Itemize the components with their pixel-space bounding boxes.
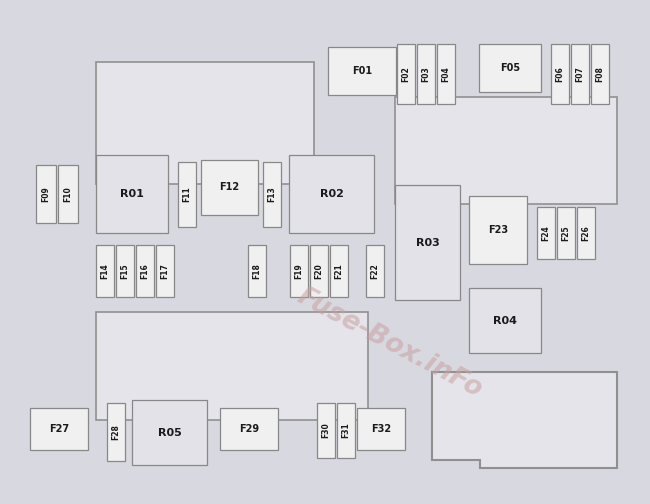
Bar: [107, 403, 125, 461]
Text: F02: F02: [402, 66, 411, 82]
Text: F12: F12: [220, 182, 240, 193]
Bar: [395, 185, 460, 300]
Text: F03: F03: [421, 66, 430, 82]
Bar: [366, 245, 384, 297]
Polygon shape: [432, 372, 617, 468]
Bar: [397, 44, 415, 104]
Text: R02: R02: [320, 189, 343, 199]
Text: F09: F09: [42, 186, 51, 202]
Bar: [96, 155, 168, 233]
Text: F15: F15: [120, 263, 129, 279]
Text: R01: R01: [120, 189, 144, 199]
Bar: [479, 44, 541, 92]
Text: F10: F10: [64, 186, 73, 202]
Text: F25: F25: [562, 225, 571, 241]
Text: F19: F19: [294, 263, 304, 279]
Text: F08: F08: [595, 66, 604, 82]
Text: F21: F21: [335, 263, 343, 279]
Bar: [328, 47, 396, 95]
Bar: [577, 207, 595, 259]
Bar: [557, 207, 575, 259]
Bar: [289, 155, 374, 233]
Bar: [220, 408, 278, 450]
Text: F17: F17: [161, 263, 170, 279]
Bar: [96, 312, 368, 420]
Bar: [337, 403, 355, 458]
Bar: [357, 408, 405, 450]
Text: F23: F23: [488, 225, 508, 235]
Text: F24: F24: [541, 225, 551, 241]
Bar: [417, 44, 435, 104]
Text: F28: F28: [112, 424, 120, 440]
Bar: [591, 44, 609, 104]
Text: F27: F27: [49, 424, 69, 434]
Bar: [248, 245, 266, 297]
Text: F14: F14: [101, 263, 109, 279]
Bar: [36, 165, 56, 223]
Bar: [571, 44, 589, 104]
Bar: [30, 408, 88, 450]
Bar: [96, 62, 314, 184]
Text: F11: F11: [183, 186, 192, 203]
Text: F30: F30: [322, 423, 330, 438]
Text: F22: F22: [370, 263, 380, 279]
Text: F29: F29: [239, 424, 259, 434]
Text: R03: R03: [415, 237, 439, 247]
Bar: [156, 245, 174, 297]
Bar: [437, 44, 455, 104]
Text: F20: F20: [315, 263, 324, 279]
Text: F13: F13: [268, 186, 276, 203]
Text: F16: F16: [140, 263, 150, 279]
Text: F05: F05: [500, 63, 520, 73]
Bar: [395, 97, 617, 204]
Bar: [116, 245, 134, 297]
Text: F32: F32: [371, 424, 391, 434]
Text: F31: F31: [341, 423, 350, 438]
Text: Fuse-Box.inFo: Fuse-Box.inFo: [293, 283, 487, 403]
Bar: [469, 288, 541, 353]
Bar: [178, 162, 196, 227]
Bar: [310, 245, 328, 297]
Text: F07: F07: [575, 66, 584, 82]
Bar: [330, 245, 348, 297]
Text: R05: R05: [157, 427, 181, 437]
Bar: [58, 165, 78, 223]
Bar: [469, 196, 527, 264]
Bar: [96, 245, 114, 297]
Text: F18: F18: [252, 263, 261, 279]
Bar: [317, 403, 335, 458]
Text: F01: F01: [352, 66, 372, 76]
Bar: [290, 245, 308, 297]
Bar: [263, 162, 281, 227]
Text: R04: R04: [493, 316, 517, 326]
Bar: [551, 44, 569, 104]
Text: F04: F04: [441, 66, 450, 82]
Bar: [132, 400, 207, 465]
Bar: [537, 207, 555, 259]
Text: F06: F06: [556, 66, 564, 82]
Text: F26: F26: [582, 225, 590, 241]
Bar: [201, 160, 258, 215]
Bar: [136, 245, 154, 297]
